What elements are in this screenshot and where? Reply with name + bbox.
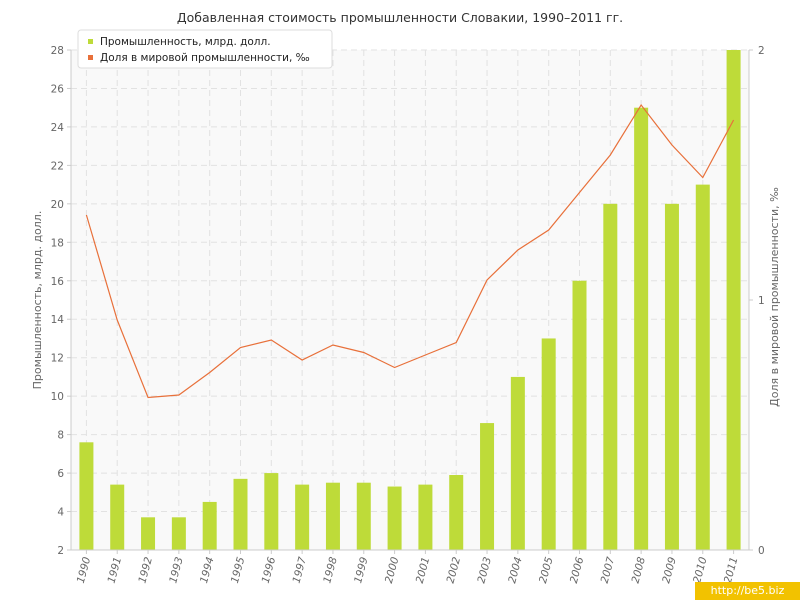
y-tick-label: 10 <box>51 391 64 403</box>
bar-2009 <box>664 203 679 550</box>
y-tick-label: 6 <box>57 468 64 480</box>
bar-1993 <box>171 517 186 550</box>
x-tick-label: 1993 <box>167 556 186 585</box>
legend-box <box>77 29 333 69</box>
x-tick-label: 2003 <box>475 556 494 585</box>
x-tick-label: 2005 <box>537 555 556 584</box>
y-tick-label: 24 <box>51 122 65 134</box>
y-tick-label: 4 <box>57 507 64 519</box>
y-tick-label: 2 <box>57 545 64 557</box>
y-axis-label: Промышленность, млрд. долл. <box>31 211 44 390</box>
y2-tick-label: 1 <box>758 295 765 307</box>
bar-2001 <box>418 484 433 550</box>
bar-2011 <box>726 50 741 550</box>
bar-2008 <box>634 107 649 550</box>
y-tick-label: 18 <box>51 237 64 249</box>
share-line <box>85 103 735 399</box>
x-tick-label: 2009 <box>660 555 679 584</box>
y-tick-label: 12 <box>51 353 64 365</box>
bar-1998 <box>325 482 340 550</box>
bar-1991 <box>110 484 125 550</box>
bar-2003 <box>480 423 495 550</box>
bar-1990 <box>79 442 94 550</box>
x-tick-label: 2004 <box>506 556 525 585</box>
x-tick-label: 1996 <box>260 555 279 584</box>
bar-1994 <box>202 501 217 550</box>
x-tick-label: 1992 <box>136 555 155 584</box>
bar-2004 <box>510 376 525 550</box>
legend: Промышленность, млрд. долл. Доля в миров… <box>77 29 333 69</box>
x-tick-label: 1990 <box>75 555 94 584</box>
y-tick-label: 14 <box>51 314 65 326</box>
x-tick-label: 2010 <box>691 555 710 584</box>
legend-label-line: Доля в мировой промышленности, ‰ <box>100 52 310 64</box>
x-tick-label: 1997 <box>291 555 310 584</box>
bar-1996 <box>264 473 279 550</box>
x-tick-label: 2001 <box>414 556 433 585</box>
y2-tick-label: 0 <box>758 545 765 557</box>
x-tick-label: 1994 <box>198 556 217 585</box>
y-tick-label: 22 <box>51 160 64 172</box>
bar-1992 <box>141 517 156 550</box>
y-tick-label: 28 <box>51 45 64 57</box>
chart-title: Добавленная стоимость промышленности Сло… <box>177 10 623 25</box>
x-tick-label: 2007 <box>599 555 618 584</box>
y-tick-label: 26 <box>51 83 65 95</box>
x-tick-label: 1999 <box>352 555 371 584</box>
bar-2007 <box>603 203 618 550</box>
bar-1999 <box>356 482 371 550</box>
x-tick-label: 2002 <box>445 555 464 584</box>
watermark[interactable]: http://be5.biz <box>695 582 800 600</box>
bar-series <box>79 50 741 550</box>
x-tick-labels: 1990 1991 1992 1993 1994 1995 1996 1997 1998 1999… <box>75 550 741 585</box>
bar-2000 <box>387 486 402 550</box>
legend-label-bars: Промышленность, млрд. долл. <box>100 36 271 48</box>
x-tick-label: 2008 <box>630 555 649 584</box>
y-tick-label: 16 <box>51 276 65 288</box>
x-tick-label: 1991 <box>106 556 125 585</box>
x-tick-label: 1995 <box>229 555 248 584</box>
legend-swatch-line <box>88 55 93 60</box>
bar-2002 <box>449 475 464 550</box>
x-tick-label: 2000 <box>383 555 402 584</box>
bar-1997 <box>295 484 310 550</box>
y-tick-label: 8 <box>57 430 64 442</box>
x-tick-label: 1998 <box>321 555 340 584</box>
y2-axis-label: Доля в мировой промышленности, ‰ <box>768 187 781 407</box>
y-tick-label: 20 <box>51 199 64 211</box>
legend-swatch-bars <box>88 39 93 44</box>
bar-1995 <box>233 478 248 550</box>
x-tick-label: 2011 <box>722 556 741 585</box>
y2-tick-label: 2 <box>758 45 765 57</box>
y2-tick-labels: 0 1 2 <box>749 45 765 557</box>
bar-2006 <box>572 280 587 550</box>
bar-2010 <box>695 184 710 550</box>
bar-2005 <box>541 338 556 550</box>
x-tick-label: 2006 <box>568 555 587 584</box>
